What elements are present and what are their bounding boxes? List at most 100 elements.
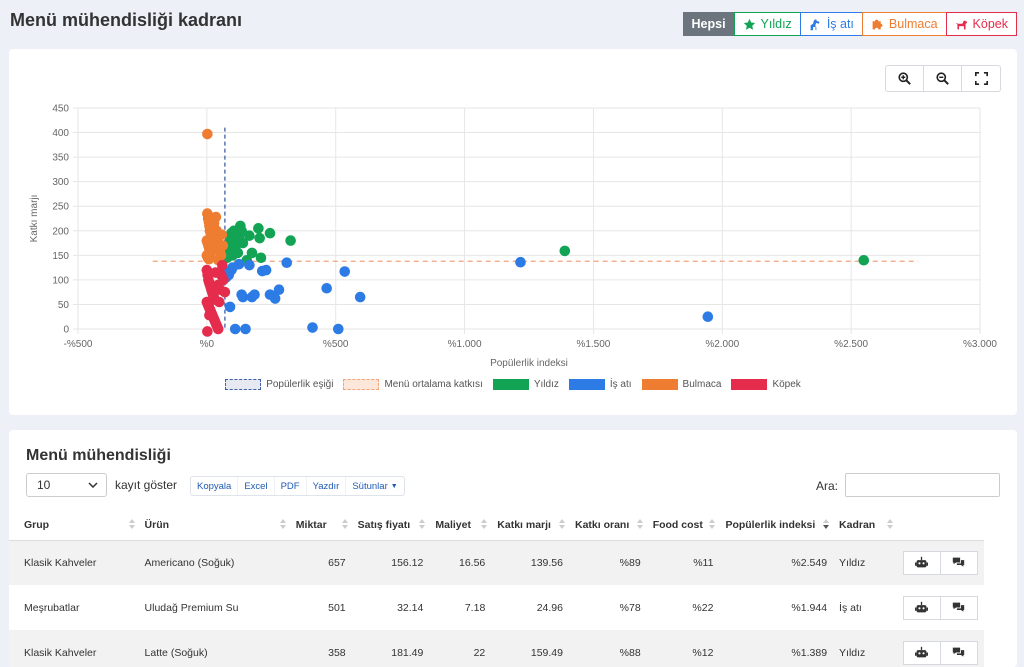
x-tick-label: %3.000 [963, 339, 997, 350]
comments-icon [952, 601, 965, 614]
column-header-food-cost[interactable]: Food cost [646, 510, 720, 541]
table-cell: Klasik Kahveler [9, 540, 139, 585]
data-point [219, 286, 231, 298]
fullscreen-button[interactable] [962, 66, 1000, 91]
data-point [260, 264, 272, 276]
table-cell: %1.389 [719, 630, 834, 667]
chevron-down-icon [88, 482, 98, 488]
y-axis-label: Katkı marjı [29, 195, 40, 243]
table-row[interactable]: Meşrubatlar Uludağ Premium Su 501 32.14 7.18… [9, 585, 984, 630]
star-icon [743, 18, 756, 31]
column-header-satis-fiyati[interactable]: Satış fiyatı [351, 510, 430, 541]
columns-button[interactable]: Sütunlar ▼ [346, 477, 403, 495]
legend-label: Bulmaca [682, 379, 722, 390]
data-point [307, 322, 318, 333]
legend-item[interactable]: Popülerlik eşiği [225, 379, 333, 390]
page-length-label: kayıt göster [115, 478, 178, 492]
dog-icon [955, 18, 968, 31]
x-tick-label: %2.500 [834, 339, 868, 350]
x-tick-label: %500 [323, 339, 349, 350]
table-cell: %78 [619, 601, 641, 614]
filter-button-2[interactable]: İş atı [799, 12, 863, 36]
data-point [246, 247, 258, 259]
data-point [204, 309, 215, 321]
table-row[interactable]: Klasik Kahveler Latte (Soğuk) 358 181.49 22 1… [9, 630, 984, 667]
column-header-kadran[interactable]: Kadran [833, 510, 897, 541]
data-point [240, 323, 251, 335]
column-header-actions [896, 510, 984, 541]
filter-label: Köpek [972, 17, 1008, 31]
filter-button-0[interactable]: Hepsi [682, 12, 735, 36]
legend-item[interactable]: Köpek [731, 379, 801, 390]
page-length-value: 10 [37, 478, 51, 492]
y-tick-label: 50 [58, 300, 70, 311]
comments-button[interactable] [939, 640, 978, 665]
filter-button-4[interactable]: Köpek [945, 12, 1017, 36]
table-cell: Meşrubatlar [24, 601, 80, 614]
column-header-katki-orani[interactable]: Katkı oranı [568, 510, 647, 541]
puzzle-icon [871, 18, 884, 31]
table-cell: İş atı [839, 601, 862, 614]
comments-button[interactable] [939, 595, 978, 620]
x-tick-label: %1.000 [448, 339, 482, 350]
page-title: Menü mühendisliği kadranı [10, 10, 243, 30]
table-row[interactable]: Klasik Kahveler Americano (Soğuk) 657 156.1… [9, 540, 984, 585]
column-header-grup[interactable]: Grup [9, 510, 139, 541]
data-point [354, 291, 366, 303]
column-header-katki-marji[interactable]: Katkı marjı [491, 510, 569, 541]
filter-label: İş atı [826, 17, 854, 31]
x-tick-label: %1.500 [576, 339, 610, 350]
table-cell: Klasik Kahveler [9, 630, 139, 667]
search-input[interactable] [845, 473, 1000, 497]
copy-button[interactable]: Kopyala [191, 477, 239, 495]
data-point [229, 323, 241, 335]
x-tick-label: -%500 [64, 339, 93, 350]
data-point [253, 223, 264, 234]
legend-item[interactable]: İş atı [568, 379, 632, 390]
zoom-in-button[interactable] [886, 66, 924, 91]
table-cell: Yıldız [833, 540, 897, 585]
data-point [213, 279, 224, 291]
legend-item[interactable]: Bulmaca [641, 379, 722, 390]
ai-analysis-button[interactable] [902, 550, 941, 575]
column-header-urun[interactable]: Ürün [138, 510, 290, 541]
legend-swatch [225, 379, 262, 390]
comments-button[interactable] [939, 550, 978, 575]
filter-button-3[interactable]: Bulmaca [861, 12, 947, 36]
data-point [244, 230, 255, 241]
column-header-miktar[interactable]: Miktar [289, 510, 352, 541]
legend-label: Popülerlik eşiği [266, 379, 334, 390]
legend-swatch [492, 379, 529, 390]
zoom-out-button[interactable] [924, 66, 962, 91]
pdf-button[interactable]: PDF [275, 477, 307, 495]
ai-analysis-button[interactable] [902, 640, 941, 665]
data-point [255, 252, 267, 264]
table-cell: 181.49 [351, 630, 430, 667]
y-tick-label: 200 [52, 226, 69, 237]
legend-label: Yıldız [533, 379, 559, 390]
legend-item[interactable]: Yıldız [492, 379, 559, 390]
ai-analysis-button[interactable] [902, 595, 941, 620]
excel-button[interactable]: Excel [238, 477, 275, 495]
filter-label: Bulmaca [888, 17, 938, 31]
legend-swatch [641, 379, 678, 390]
page-length-select[interactable]: 10 [26, 473, 107, 497]
legend-item[interactable]: Menü ortalama katkısı [343, 379, 483, 390]
print-button[interactable]: Yazdır [307, 477, 347, 495]
table-cell: Latte (Soğuk) [138, 630, 290, 667]
comments-icon [952, 556, 965, 569]
y-tick-label: 350 [52, 153, 69, 164]
x-axis-label: Popülerlik indeksi [490, 358, 568, 369]
legend-swatch [343, 379, 380, 390]
filter-button-1[interactable]: Yıldız [733, 12, 801, 36]
data-point [210, 267, 221, 278]
data-point [702, 311, 714, 323]
table-cell: %22 [692, 601, 714, 614]
table-cell: 501 [328, 601, 346, 614]
column-header-populerlik-indeksi[interactable]: Popülerlik indeksi [719, 510, 834, 541]
y-tick-label: 250 [52, 202, 69, 213]
actions-cell [897, 585, 984, 630]
data-point [559, 245, 571, 257]
column-header-maliyet[interactable]: Maliyet [429, 510, 492, 541]
data-point [321, 282, 332, 294]
